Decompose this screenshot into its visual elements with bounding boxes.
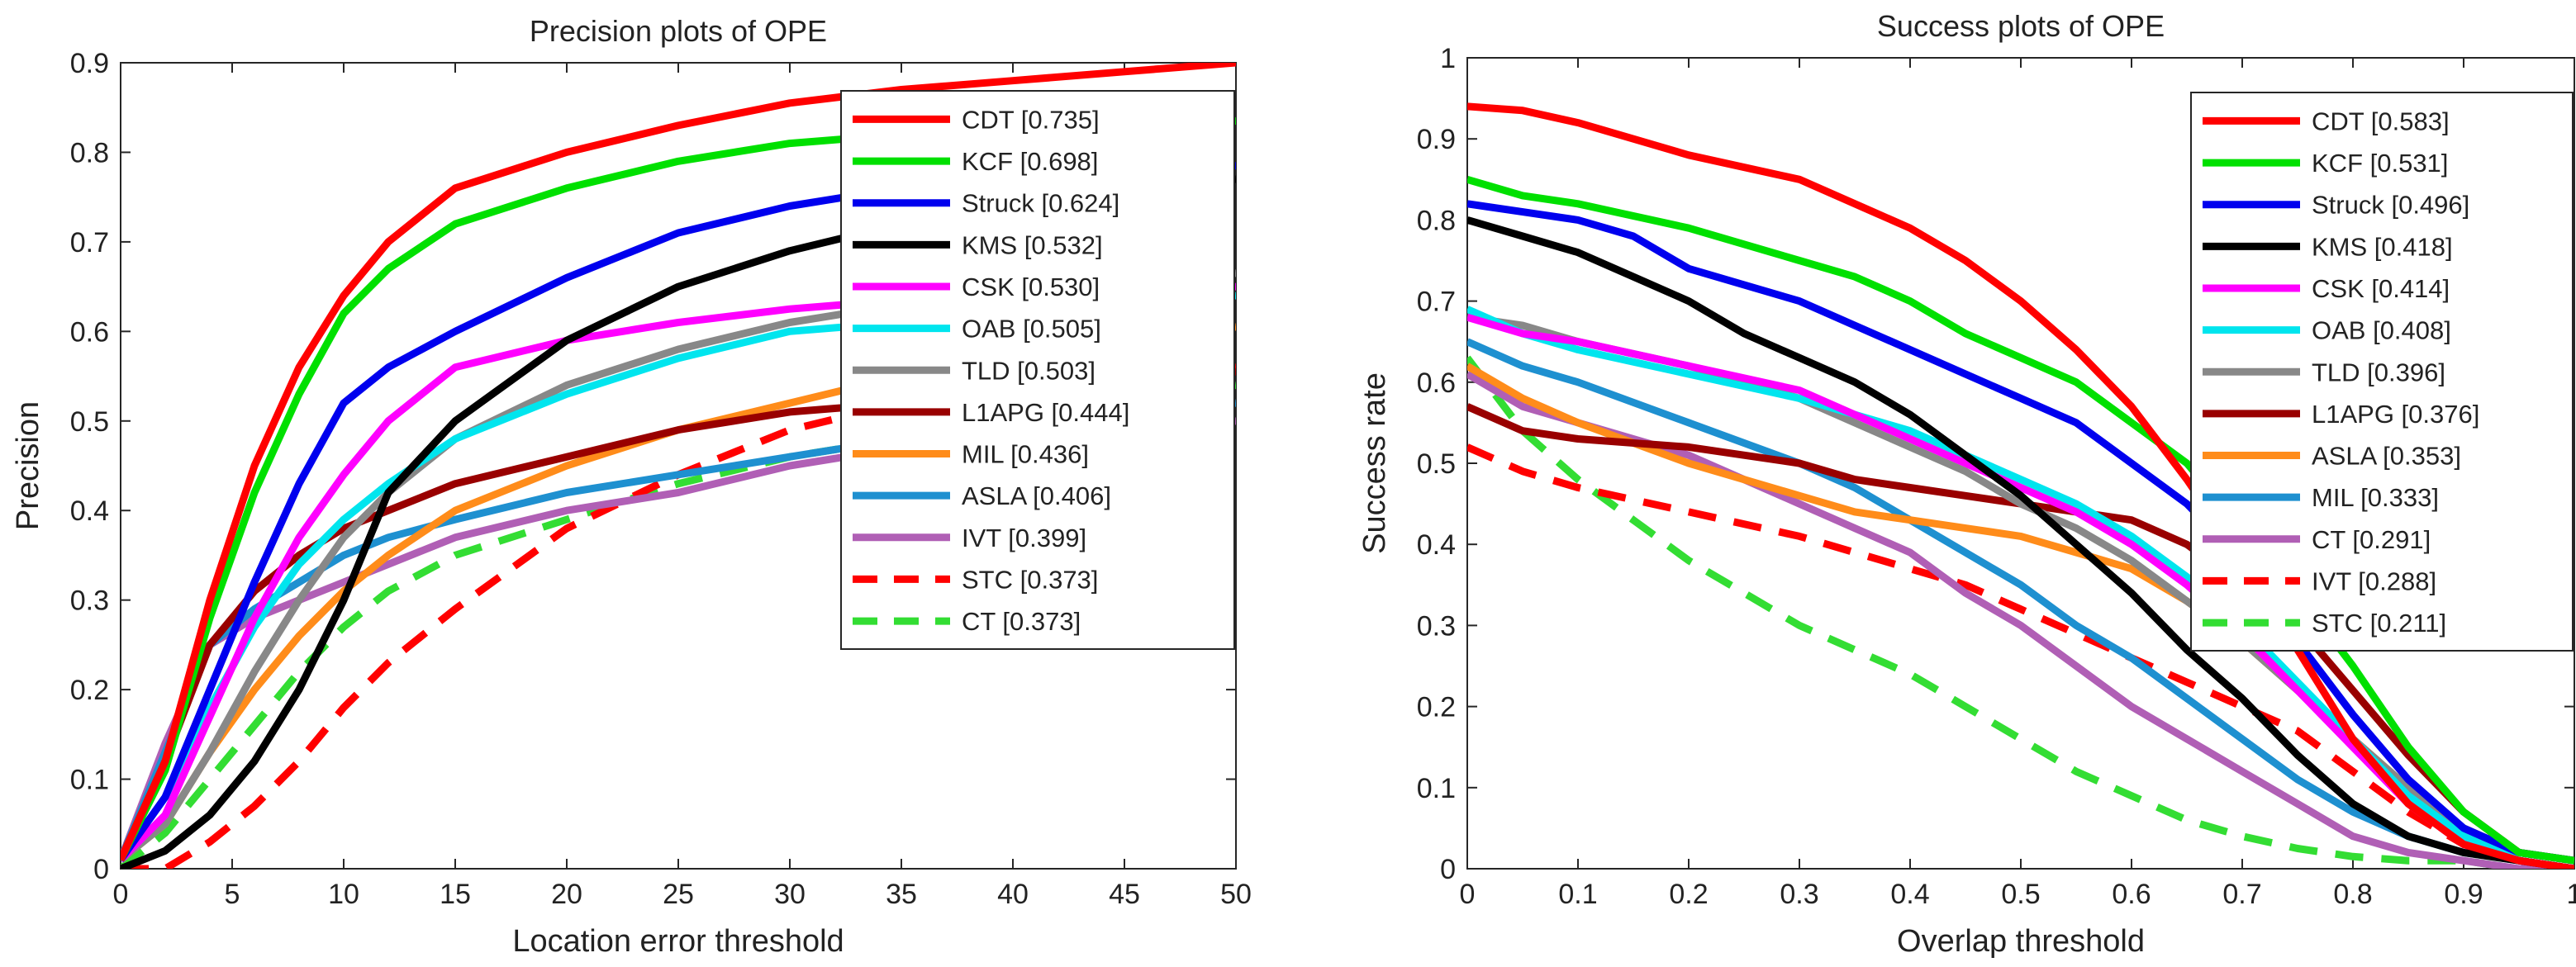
x-tick-label: 10 xyxy=(328,879,359,910)
legend-label: IVT [0.288] xyxy=(2312,566,2436,595)
legend-label: Struck [0.624] xyxy=(962,189,1119,218)
legend-label: L1APG [0.376] xyxy=(2312,400,2479,429)
y-tick-label: 0.4 xyxy=(1417,529,1456,561)
x-tick-label: 1 xyxy=(2567,879,2576,910)
legend-label: Struck [0.496] xyxy=(2312,191,2469,220)
x-axis-label: Overlap threshold xyxy=(1897,924,2145,959)
series-line-ct xyxy=(1467,371,2574,869)
chart-title: Precision plots of OPE xyxy=(530,14,827,48)
legend-label: STC [0.373] xyxy=(962,565,1098,594)
y-tick-label: 0.5 xyxy=(70,406,109,438)
series-line-ct xyxy=(121,381,1236,869)
x-tick-label: 0 xyxy=(1460,879,1476,910)
y-tick-label: 0.7 xyxy=(70,227,109,258)
legend-label: ASLA [0.353] xyxy=(2312,442,2461,471)
series-line-struck xyxy=(1467,200,2574,865)
series-line-ivt xyxy=(1467,443,2574,869)
y-tick-label: 0.6 xyxy=(70,316,109,348)
y-tick-label: 0.9 xyxy=(1417,124,1456,155)
x-axis-label: Location error threshold xyxy=(512,924,844,959)
y-tick-label: 0.2 xyxy=(1417,692,1456,723)
y-axis-label: Success rate xyxy=(1357,372,1392,554)
y-tick-label: 0.1 xyxy=(70,765,109,796)
y-tick-label: 0.5 xyxy=(1417,448,1456,480)
series-line-kcf xyxy=(1467,175,2574,865)
y-tick-label: 0.8 xyxy=(70,137,109,168)
legend-label: CSK [0.530] xyxy=(962,273,1100,301)
x-tick-label: 0.2 xyxy=(1669,879,1708,910)
chart-title: Success plots of OPE xyxy=(1877,9,2165,43)
x-tick-label: 15 xyxy=(440,879,471,910)
legend-label: CT [0.373] xyxy=(962,607,1081,636)
x-tick-label: 30 xyxy=(774,879,806,910)
legend-label: IVT [0.399] xyxy=(962,524,1086,552)
chart-success: 0 0.1 0.2 0.3 0.4 0.5 0.6 0.7 0.8 0.9 1 0 0.1 0.2 0.3 0… xyxy=(1357,9,2576,959)
legend-label: OAB [0.408] xyxy=(2312,316,2451,345)
x-tick-label: 35 xyxy=(886,879,917,910)
series-line-cdt xyxy=(1467,102,2574,869)
x-tick-label: 40 xyxy=(997,879,1029,910)
legend-label: CSK [0.414] xyxy=(2312,274,2450,303)
y-tick-label: 0.6 xyxy=(1417,367,1456,399)
y-tick-label: 0.7 xyxy=(1417,287,1456,318)
legend-label: OAB [0.505] xyxy=(962,315,1101,344)
x-tick-label: 45 xyxy=(1109,879,1140,910)
x-tick-label: 0.4 xyxy=(1890,879,1929,910)
series-line-oab xyxy=(1467,306,2574,869)
y-tick-label: 0 xyxy=(1440,854,1456,885)
y-tick-label: 0 xyxy=(93,854,109,885)
legend-label: TLD [0.503] xyxy=(962,356,1096,385)
legend-label: CDT [0.735] xyxy=(962,105,1100,134)
x-tick-label: 20 xyxy=(551,879,582,910)
legend: CDT [0.583] KCF [0.531] Struck [0.496] KMS … xyxy=(2190,92,2574,652)
legend-label: L1APG [0.444] xyxy=(962,398,1129,427)
x-tick-label: 25 xyxy=(663,879,694,910)
legend-label: KMS [0.418] xyxy=(2312,232,2453,261)
chart-precision: 0 5 10 15 20 25 30 35 40 45 50 0 0.1 0.2 0.3 0.4 0.5 0.6 0… xyxy=(11,14,1252,959)
series-group xyxy=(1467,102,2574,869)
y-tick-label: 0.2 xyxy=(70,675,109,706)
legend: CDT [0.735] KCF [0.698] Struck [0.624] KMS … xyxy=(840,90,1235,650)
legend-label: KCF [0.698] xyxy=(962,147,1098,176)
y-tick-label: 0.4 xyxy=(70,495,109,527)
y-tick-label: 0.8 xyxy=(1417,205,1456,236)
legend-label: KCF [0.531] xyxy=(2312,149,2448,178)
x-tick-label: 50 xyxy=(1220,879,1252,910)
series-line-cdt xyxy=(121,63,1236,862)
x-tick-label: 0 xyxy=(113,879,129,910)
x-tick-label: 0.9 xyxy=(2444,879,2483,910)
y-tick-label: 0.9 xyxy=(70,48,109,79)
x-tick-label: 0.3 xyxy=(1780,879,1818,910)
x-tick-label: 0.8 xyxy=(2333,879,2372,910)
legend-label: ASLA [0.406] xyxy=(962,481,1111,510)
legend-label: CT [0.291] xyxy=(2312,525,2431,554)
series-line-stc xyxy=(1467,355,2574,869)
x-tick-label: 0.1 xyxy=(1558,879,1597,910)
x-tick-label: 5 xyxy=(225,879,240,910)
y-tick-label: 1 xyxy=(1440,43,1456,74)
series-line-stc xyxy=(121,363,1236,869)
series-line-kms xyxy=(1467,216,2574,869)
legend-label: MIL [0.436] xyxy=(962,440,1089,469)
legend-label: MIL [0.333] xyxy=(2312,483,2439,512)
y-axis-label: Precision xyxy=(11,401,45,530)
y-tick-label: 0.1 xyxy=(1417,773,1456,804)
y-tick-label: 0.3 xyxy=(70,585,109,617)
legend-label: CDT [0.583] xyxy=(2312,107,2450,135)
x-tick-label: 0.5 xyxy=(2001,879,2040,910)
legend-label: KMS [0.532] xyxy=(962,230,1103,259)
x-tick-label: 0.7 xyxy=(2222,879,2261,910)
x-tick-label: 0.6 xyxy=(2112,879,2151,910)
y-tick-label: 0.3 xyxy=(1417,610,1456,642)
legend-label: STC [0.211] xyxy=(2312,609,2446,638)
legend-label: TLD [0.396] xyxy=(2312,358,2445,386)
